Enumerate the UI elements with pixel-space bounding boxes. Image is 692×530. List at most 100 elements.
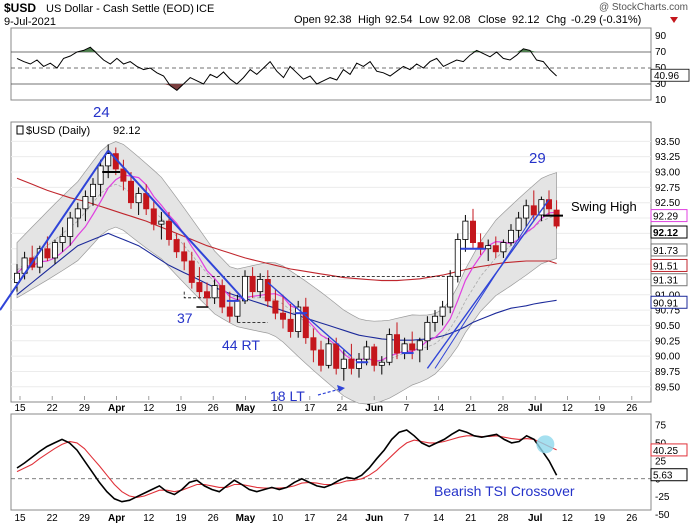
tsi-x-axis-label: 29 (79, 513, 91, 524)
price-legend: $USD (Daily) (26, 125, 90, 137)
x-axis-label: 17 (304, 403, 316, 414)
price-value-tag: 91.51 (653, 261, 678, 272)
candle-body (333, 343, 340, 369)
x-axis-label: 26 (208, 403, 220, 414)
candle-body (401, 343, 408, 354)
tsi-x-axis-label: 28 (497, 513, 509, 524)
uptrend-line-inner (434, 214, 535, 369)
x-axis-label: 10 (272, 403, 284, 414)
candle-body (439, 306, 446, 317)
candle-body (530, 205, 537, 216)
price-tick-label: 89.50 (655, 382, 680, 393)
candle-body (378, 361, 385, 366)
candle-body (165, 220, 172, 240)
price-tick-label: 93.25 (655, 152, 680, 163)
x-axis-label: 12 (562, 403, 574, 414)
tsi-value-tag-box (650, 443, 688, 457)
candle-body (325, 343, 332, 366)
tsi-line (16, 429, 558, 503)
candle-body (143, 193, 150, 210)
candle-body (515, 217, 522, 231)
rsi-value-tag-box (650, 68, 690, 82)
candle-body (234, 300, 241, 317)
tsi-value-tag-box (650, 468, 688, 482)
candle-body (67, 217, 74, 237)
downtrend-line-short (267, 281, 352, 357)
price-value-tag: 91.31 (653, 276, 678, 287)
exchange-label: ICE (196, 3, 214, 15)
x-axis-label: Jun (365, 403, 383, 414)
price-value-tag-box (650, 209, 688, 223)
candle-body (462, 220, 469, 240)
rsi-tick-label: 50 (655, 63, 667, 74)
candle-body (181, 251, 188, 262)
price-value-tag: 92.12 (653, 228, 678, 239)
price-value-tag: 90.91 (653, 298, 678, 309)
open-label: Open (294, 14, 321, 26)
candle-body (74, 208, 81, 219)
candle-body (219, 285, 226, 308)
candle-body (447, 275, 454, 308)
uptrend-line (0, 149, 110, 311)
price-legend-value: 92.12 (113, 125, 141, 137)
price-tick-label: 90.25 (655, 336, 680, 347)
candle-body (469, 220, 476, 243)
candle-body (257, 279, 264, 293)
candle-body (393, 334, 400, 354)
price-value-tag-box (650, 243, 688, 257)
tsi-x-axis-label: 12 (143, 513, 155, 524)
chart-date: 9-Jul-2021 (4, 16, 56, 28)
candle-body (44, 248, 51, 259)
candle-body (150, 208, 157, 225)
tsi-x-axis-label: 26 (208, 513, 220, 524)
candle-body (196, 282, 203, 293)
candle-body (59, 236, 66, 243)
candle-body (249, 275, 256, 293)
candle-body (36, 248, 43, 268)
price-tick-label: 93.00 (655, 168, 680, 179)
candle-body (52, 242, 59, 259)
candle-body (492, 245, 499, 253)
candle-body (120, 168, 127, 182)
annotation-arrow (317, 388, 341, 396)
annotation-24: 24 (93, 104, 110, 121)
candle-body (523, 205, 530, 219)
candle-body (485, 245, 492, 250)
candle-body (424, 321, 431, 342)
tsi-panel: 7550250-25-5040.255.63152229Apr121926May… (11, 421, 688, 524)
price-value-tag: 91.73 (653, 246, 678, 257)
candle-body (127, 180, 134, 204)
x-axis-label: 28 (497, 403, 509, 414)
price-value-tag-box (650, 258, 688, 272)
tsi-tick-label: 25 (655, 456, 667, 467)
price-value-tag-box (650, 273, 688, 287)
candle-body (13, 272, 20, 283)
close-value: 92.12 (512, 14, 540, 26)
tsi-x-axis-label: Jun (365, 513, 383, 524)
chg-label: Chg (546, 14, 566, 26)
candle-body (105, 153, 112, 167)
tsi-x-axis-label: 10 (272, 513, 284, 524)
chg-value: -0.29 (-0.31%) (571, 14, 641, 26)
tsi-value-tag: 40.25 (653, 446, 678, 457)
price-value-tag: 92.29 (653, 212, 678, 223)
price-tick-label: 92.50 (655, 198, 680, 209)
x-axis-label: 7 (404, 403, 410, 414)
candle-body (90, 183, 97, 197)
candle-body (553, 209, 560, 227)
price-tick-label: 90.75 (655, 306, 680, 317)
price-panel: 93.5093.2593.0092.7592.5092.2592.0091.75… (0, 137, 688, 414)
price-value-tag-box (650, 295, 688, 309)
candle-body (226, 306, 233, 317)
candle-body (135, 193, 142, 204)
candle-body (363, 346, 370, 360)
candle-body (97, 165, 104, 185)
candle-body (340, 358, 347, 369)
downtrend-line (107, 149, 246, 302)
swing-high-label: Swing High (571, 199, 637, 214)
close-label: Close (478, 14, 506, 26)
candle-body (317, 349, 324, 366)
x-axis-label: 15 (14, 403, 26, 414)
moving-average-mid-line (16, 232, 557, 341)
down-triangle-icon (670, 17, 678, 23)
